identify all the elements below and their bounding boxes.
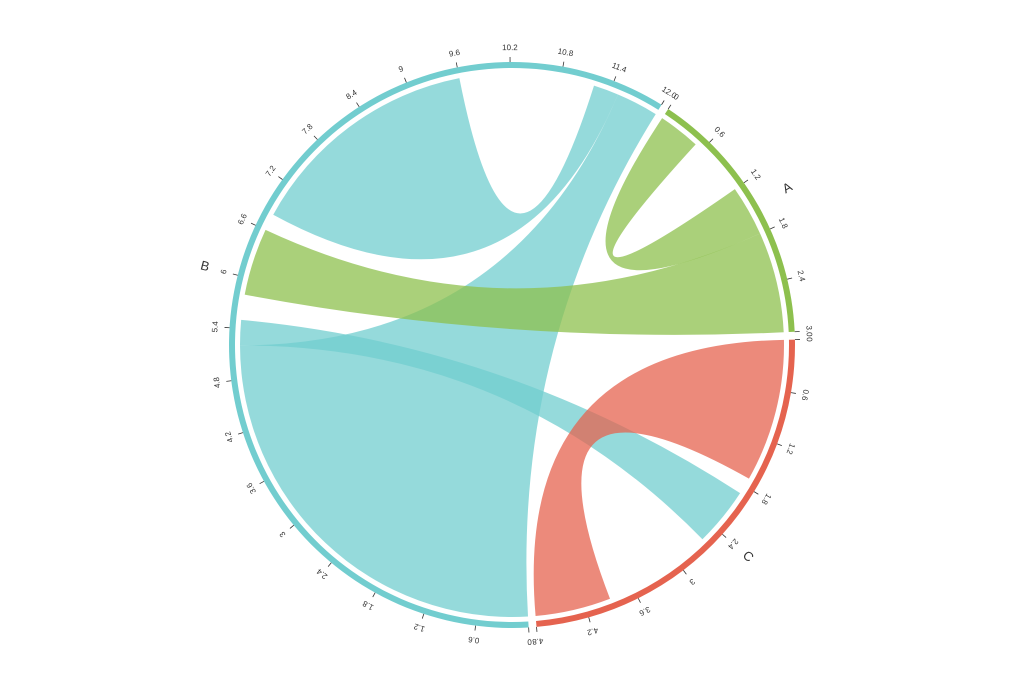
tick-label: 3 — [687, 577, 696, 587]
sector-label: C — [740, 547, 757, 564]
tick-mark — [562, 61, 565, 67]
tick-label: 1.2 — [784, 442, 797, 456]
tick-mark — [769, 226, 775, 230]
tick-mark — [238, 432, 244, 435]
tick-mark — [709, 138, 714, 143]
tick-mark — [250, 222, 256, 226]
tick-mark — [588, 617, 591, 623]
tick-label: 10.8 — [557, 47, 574, 59]
tick-mark — [667, 104, 672, 110]
chord-link — [605, 118, 761, 271]
tick-mark — [661, 100, 665, 105]
tick-label: 7.2 — [264, 163, 278, 178]
tick-label: 1.8 — [759, 492, 773, 507]
tick-label: 6.6 — [236, 212, 249, 226]
tick-label: 1.8 — [777, 216, 790, 230]
tick-mark — [637, 598, 641, 603]
tick-label: 0 — [805, 337, 814, 342]
tick-label: 8.4 — [344, 88, 359, 102]
tick-mark — [421, 613, 425, 619]
tick-mark — [289, 524, 295, 529]
tick-label: 9.6 — [448, 48, 461, 59]
tick-mark — [232, 273, 238, 276]
tick-mark — [372, 592, 376, 598]
tick-mark — [743, 179, 749, 184]
tick-mark — [722, 533, 727, 538]
chord-link — [240, 94, 656, 617]
tick-mark — [474, 625, 476, 631]
chord-link — [244, 229, 784, 335]
tick-label: 4.2 — [223, 430, 235, 444]
tick-label: 6 — [219, 268, 229, 275]
tick-label: 3.6 — [637, 605, 651, 618]
tick-label: 9 — [397, 64, 405, 74]
tick-label: 1.8 — [361, 598, 376, 612]
tick-label: 1.2 — [412, 621, 426, 633]
tick-label: 0 — [672, 92, 681, 102]
tick-label: 0.6 — [467, 635, 480, 645]
tick-mark — [356, 102, 360, 108]
tick-label: 2.4 — [315, 567, 330, 581]
tick-label: 7.8 — [300, 122, 315, 137]
tick-label: 5.4 — [210, 320, 220, 332]
tick-mark — [683, 569, 687, 575]
tick-label: 3.0 — [804, 325, 814, 337]
tick-label: 3.6 — [244, 481, 258, 496]
tick-mark — [613, 76, 617, 82]
tick-mark — [777, 443, 782, 446]
chord-link — [533, 339, 784, 616]
tick-label: 11.4 — [611, 61, 629, 75]
tick-mark — [226, 380, 232, 382]
chord-link — [240, 319, 741, 540]
tick-mark — [278, 176, 283, 180]
tick-mark — [327, 562, 332, 567]
tick-mark — [787, 277, 793, 280]
tick-label: 0.6 — [712, 125, 727, 140]
tick-mark — [313, 135, 318, 140]
tick-label: 4.2 — [586, 625, 600, 637]
tick-mark — [404, 77, 407, 83]
tick-mark — [455, 62, 458, 68]
tick-mark — [790, 392, 796, 394]
chord-link — [273, 78, 618, 260]
tick-label: 4.8 — [212, 376, 222, 389]
tick-label: 10.2 — [502, 43, 518, 52]
tick-label: 4.8 — [531, 636, 543, 646]
tick-label: 1.2 — [749, 167, 763, 182]
tick-label: 0.6 — [800, 389, 811, 402]
tick-label: 3 — [277, 529, 287, 539]
tick-label: 2.4 — [796, 269, 807, 282]
tick-mark — [259, 480, 265, 485]
tick-label: 0 — [526, 637, 532, 646]
sector-label: A — [780, 179, 795, 196]
tick-label: 2.4 — [726, 537, 740, 552]
sector-label: B — [199, 258, 211, 275]
tick-mark — [753, 491, 759, 495]
